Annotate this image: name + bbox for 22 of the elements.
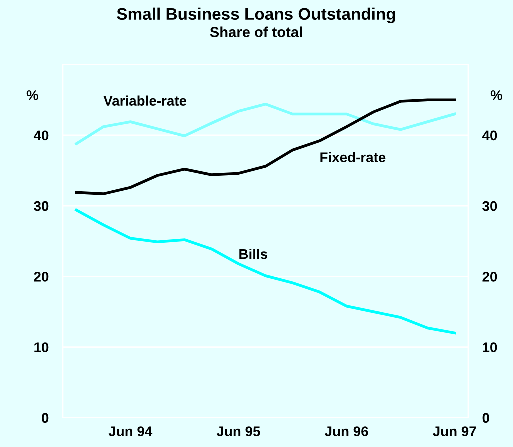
- y2-tick-label: 10: [483, 342, 498, 352]
- y-tick-label: 0: [42, 413, 49, 424]
- y-axis-title: %: [26, 90, 39, 100]
- x-tick-label: Jun 97: [433, 426, 476, 436]
- y-tick-label: 10: [34, 342, 49, 352]
- series-label: Bills: [240, 249, 268, 260]
- x-tick-label: Jun 95: [216, 426, 260, 436]
- series-label: Variable-rate: [104, 96, 187, 106]
- y2-tick-label: 0: [482, 413, 490, 424]
- x-tick-label: Jun 96: [325, 426, 368, 436]
- line-series: [75, 208, 456, 335]
- y2-axis-title: %: [490, 90, 503, 100]
- chart-subtitle: Share of total: [210, 26, 302, 38]
- y2-tick-label: 40: [482, 130, 498, 141]
- y-tick-label: 40: [34, 130, 49, 141]
- series-label: Fixed-rate: [320, 152, 386, 162]
- chart-title: Small Business Loans Outstanding: [117, 8, 396, 24]
- x-tick-label: Jun 94: [108, 426, 153, 436]
- y2-tick-label: 20: [482, 272, 498, 282]
- y2-tick-label: 30: [482, 201, 498, 212]
- y-tick-label: 20: [34, 272, 49, 282]
- y-tick-label: 30: [34, 201, 49, 212]
